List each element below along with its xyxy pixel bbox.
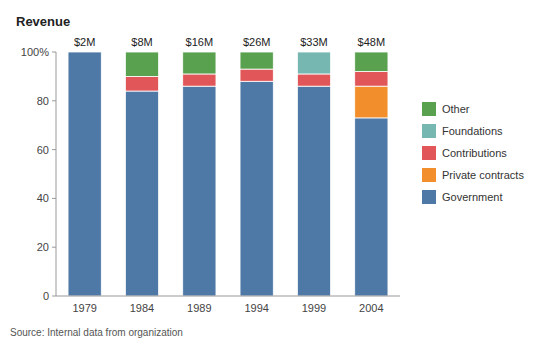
y-tick-label: 0 [43,290,49,302]
annotations: $2M $8M $16M $26M $33M $48M [74,36,385,48]
bar-segment [355,72,388,87]
bar-segment [240,81,273,296]
legend-swatch [422,102,436,116]
bar-segment [183,52,216,74]
legend-label: Government [442,191,503,203]
y-axis: 0 20 40 60 80 100% [21,46,56,302]
x-tick-label: 1989 [187,302,211,314]
y-tick [52,247,56,248]
bar-segment [355,52,388,72]
y-axis-line [56,52,57,296]
bar-total-label: $8M [131,36,152,48]
x-axis-line [56,296,400,297]
bar-segment [68,52,101,53]
bar-segment [68,52,101,53]
bar-segment [68,52,101,53]
bar-segment [240,69,273,81]
bar-segment [297,52,330,53]
legend-swatch [422,124,436,138]
y-tick-label: 20 [37,241,49,253]
y-tick-label: 80 [37,95,49,107]
x-tick-label: 1984 [130,302,154,314]
bar-total-label: $26M [243,36,271,48]
source-note: Source: Internal data from organization [10,327,183,338]
bar-segment [183,86,216,296]
chart: Revenue 0 20 40 60 80 100% 1979 1984 1989 1994 1999… [0,0,560,344]
x-axis: 1979 1984 1989 1994 1999 2004 [56,296,400,314]
legend-label: Other [442,103,470,115]
legend-swatch [422,146,436,160]
legend: Other Foundations Contributions Private con… [422,102,524,204]
bar-total-label: $33M [300,36,328,48]
x-tick-label: 1994 [244,302,268,314]
y-tick [52,149,56,150]
bar-total-label: $16M [186,36,214,48]
y-tick [52,100,56,101]
bar-segment [68,52,101,53]
legend-label: Private contracts [442,169,524,181]
bar-segment [183,74,216,86]
bar-segment [125,91,158,296]
legend-label: Contributions [442,147,507,159]
bar-segment [297,86,330,296]
bar-segment [355,118,388,296]
x-tick-label: 1979 [72,302,96,314]
bar-segment [297,52,330,74]
bar-segment [125,76,158,91]
x-tick-label: 2004 [359,302,383,314]
y-tick [52,52,56,53]
bar-total-label: $2M [74,36,95,48]
y-tick-label: 100% [21,46,49,58]
y-tick [52,198,56,199]
bar-segment [355,86,388,118]
y-tick-label: 60 [37,144,49,156]
legend-label: Foundations [442,125,503,137]
bar-segment [240,52,273,69]
bar-total-label: $48M [358,36,386,48]
y-tick [52,296,56,297]
y-tick-label: 40 [37,192,49,204]
title: Revenue [16,14,70,29]
legend-swatch [422,168,436,182]
bar-segment [125,52,158,76]
bar-segment [297,74,330,86]
bars [68,52,388,296]
x-tick-label: 1999 [302,302,326,314]
legend-swatch [422,190,436,204]
bar-segment [68,52,101,296]
